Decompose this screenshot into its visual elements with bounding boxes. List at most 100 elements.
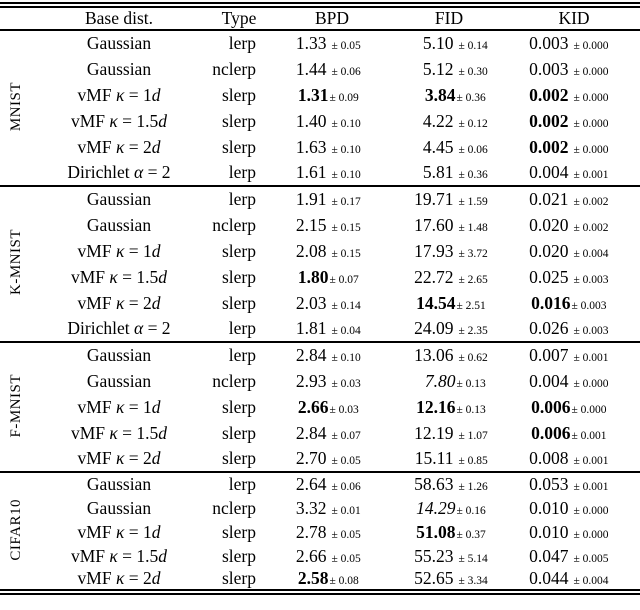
dataset-group-cell: F-MNIST bbox=[0, 342, 34, 472]
metric-uncertainty: ± 0.36 bbox=[456, 91, 486, 104]
metric-value: 22.72 bbox=[414, 266, 454, 287]
type-cell: nclerp bbox=[212, 370, 256, 391]
table-row: vMF κ = 1.5d slerp 1.40 ± 0.10 4.22 ± 0.12 0.0… bbox=[0, 108, 640, 134]
kid-cell: 0.002 ± 0.000 bbox=[508, 134, 640, 160]
metric-value: 12.16 bbox=[416, 396, 456, 417]
corner-cell bbox=[0, 5, 34, 31]
base-dist-cell: Gaussian bbox=[34, 342, 204, 368]
kid-cell: 0.044 ± 0.004 bbox=[508, 568, 640, 592]
metric-value: 0.047 bbox=[529, 545, 569, 566]
bpd-cell: 1.63 ± 0.10 bbox=[274, 134, 390, 160]
metric-value: 17.93 bbox=[414, 240, 454, 261]
base-dist-math: κ bbox=[109, 545, 118, 566]
type-cell: lerp bbox=[228, 189, 256, 210]
kid-cell: 0.047 ± 0.005 bbox=[508, 544, 640, 568]
col-header-fid: FID bbox=[390, 5, 508, 31]
metric-value: 5.81 bbox=[422, 162, 454, 183]
metric-value: 1.61 bbox=[295, 162, 327, 183]
table-row: vMF κ = 1d slerp 2.08 ± 0.15 17.93 ± 3.72 0.02… bbox=[0, 238, 640, 264]
base-dist-name: = 2 bbox=[124, 136, 152, 157]
metric-uncertainty: ± 0.01 bbox=[331, 504, 361, 517]
base-dist-cell: vMF κ = 1.5d bbox=[34, 264, 204, 290]
fid-cell: 5.12 ± 0.30 bbox=[390, 56, 508, 82]
metric-value: 4.22 bbox=[422, 110, 454, 131]
base-dist-cell: Dirichlet α = 2 bbox=[34, 316, 204, 342]
metric-value: 5.12 bbox=[422, 58, 454, 79]
bpd-cell: 1.44 ± 0.06 bbox=[274, 56, 390, 82]
base-dist-name: = 1 bbox=[124, 240, 152, 261]
metric-value: 1.63 bbox=[295, 136, 327, 157]
metric-value: 2.84 bbox=[295, 345, 327, 366]
table-row: vMF κ = 1d slerp 2.66± 0.03 12.16± 0.13 0.00… bbox=[0, 394, 640, 420]
type-cell: nclerp bbox=[212, 214, 256, 235]
base-dist-name: = 2 bbox=[124, 568, 152, 589]
fid-cell: 3.84± 0.36 bbox=[390, 82, 508, 108]
metric-uncertainty: ± 5.14 bbox=[458, 552, 488, 565]
kid-cell: 0.004 ± 0.000 bbox=[508, 368, 640, 394]
base-dist-name: Gaussian bbox=[86, 497, 152, 518]
kid-cell: 0.006± 0.000 bbox=[508, 394, 640, 420]
base-dist-cell: vMF κ = 1d bbox=[34, 520, 204, 544]
base-dist-name: vMF bbox=[77, 84, 116, 105]
metric-value: 0.008 bbox=[529, 448, 569, 469]
metric-uncertainty: ± 0.000 bbox=[573, 504, 609, 517]
metric-uncertainty: ± 1.59 bbox=[458, 196, 488, 209]
bpd-cell: 2.84 ± 0.07 bbox=[274, 420, 390, 446]
table-row: Dirichlet α = 2 lerp 1.61 ± 0.10 5.81 ± 0.36 0… bbox=[0, 160, 640, 186]
metric-uncertainty: ± 0.000 bbox=[573, 143, 609, 156]
kid-cell: 0.003 ± 0.000 bbox=[508, 56, 640, 82]
metric-uncertainty: ± 0.15 bbox=[331, 247, 361, 260]
metric-uncertainty: ± 0.003 bbox=[571, 299, 607, 312]
kid-cell: 0.020 ± 0.004 bbox=[508, 238, 640, 264]
metric-value: 19.71 bbox=[414, 189, 454, 210]
base-dist-math: d bbox=[151, 84, 161, 105]
bpd-cell: 2.84 ± 0.10 bbox=[274, 342, 390, 368]
metric-value: 51.08 bbox=[416, 521, 456, 542]
metric-uncertainty: ± 0.000 bbox=[573, 65, 609, 78]
section-mnist: MNIST Gaussian lerp 1.33 ± 0.05 5.10 ± 0.14 0.0… bbox=[0, 30, 640, 186]
bpd-cell: 2.15 ± 0.15 bbox=[274, 212, 390, 238]
kid-cell: 0.002 ± 0.000 bbox=[508, 108, 640, 134]
metric-uncertainty: ± 0.002 bbox=[573, 221, 609, 234]
table-row: Gaussian nclerp 2.15 ± 0.15 17.60 ± 1.48 0.020… bbox=[0, 212, 640, 238]
type-cell: slerp bbox=[221, 545, 256, 566]
metric-uncertainty: ± 0.10 bbox=[331, 169, 361, 182]
type-cell: slerp bbox=[221, 396, 256, 417]
metric-uncertainty: ± 0.05 bbox=[331, 455, 361, 468]
metric-uncertainty: ± 0.000 bbox=[573, 377, 609, 390]
fid-cell: 4.45 ± 0.06 bbox=[390, 134, 508, 160]
base-dist-name: = 1.5 bbox=[117, 110, 159, 131]
metric-uncertainty: ± 0.30 bbox=[458, 65, 488, 78]
fid-cell: 5.10 ± 0.14 bbox=[390, 30, 508, 56]
metric-uncertainty: ± 3.34 bbox=[458, 575, 488, 588]
table-row: vMF κ = 2d slerp 2.58± 0.08 52.65 ± 3.34 0.04… bbox=[0, 568, 640, 592]
bpd-cell: 1.91 ± 0.17 bbox=[274, 186, 390, 212]
fid-cell: 17.93 ± 3.72 bbox=[390, 238, 508, 264]
col-header-kid: KID bbox=[508, 5, 640, 31]
metric-uncertainty: ± 0.004 bbox=[573, 247, 609, 260]
kid-cell: 0.006± 0.001 bbox=[508, 420, 640, 446]
metric-uncertainty: ± 0.85 bbox=[458, 455, 488, 468]
base-dist-name: vMF bbox=[77, 521, 116, 542]
section-f-mnist: F-MNIST Gaussian lerp 2.84 ± 0.10 13.06 ± 0.62… bbox=[0, 342, 640, 472]
bpd-cell: 2.78 ± 0.05 bbox=[274, 520, 390, 544]
base-dist-name: = 1 bbox=[124, 396, 152, 417]
base-dist-math: d bbox=[151, 448, 161, 469]
base-dist-math: α bbox=[134, 318, 144, 339]
metric-value: 0.026 bbox=[529, 318, 569, 339]
base-dist-name: Gaussian bbox=[86, 345, 152, 366]
base-dist-name: = 2 bbox=[124, 292, 152, 313]
bpd-cell: 2.66± 0.03 bbox=[274, 394, 390, 420]
metric-uncertainty: ± 0.000 bbox=[573, 40, 609, 53]
type-cell: nclerp bbox=[212, 58, 256, 79]
metric-value: 2.15 bbox=[295, 214, 327, 235]
type-cell: lerp bbox=[228, 345, 256, 366]
base-dist-cell: vMF κ = 1.5d bbox=[34, 420, 204, 446]
metric-value: 2.70 bbox=[295, 448, 327, 469]
metric-value: 24.09 bbox=[414, 318, 454, 339]
metric-value: 12.19 bbox=[414, 422, 454, 443]
metric-uncertainty: ± 0.07 bbox=[331, 429, 361, 442]
dataset-label: K-MNIST bbox=[8, 229, 25, 296]
base-dist-cell: vMF κ = 1.5d bbox=[34, 544, 204, 568]
metric-value: 0.002 bbox=[529, 84, 569, 105]
